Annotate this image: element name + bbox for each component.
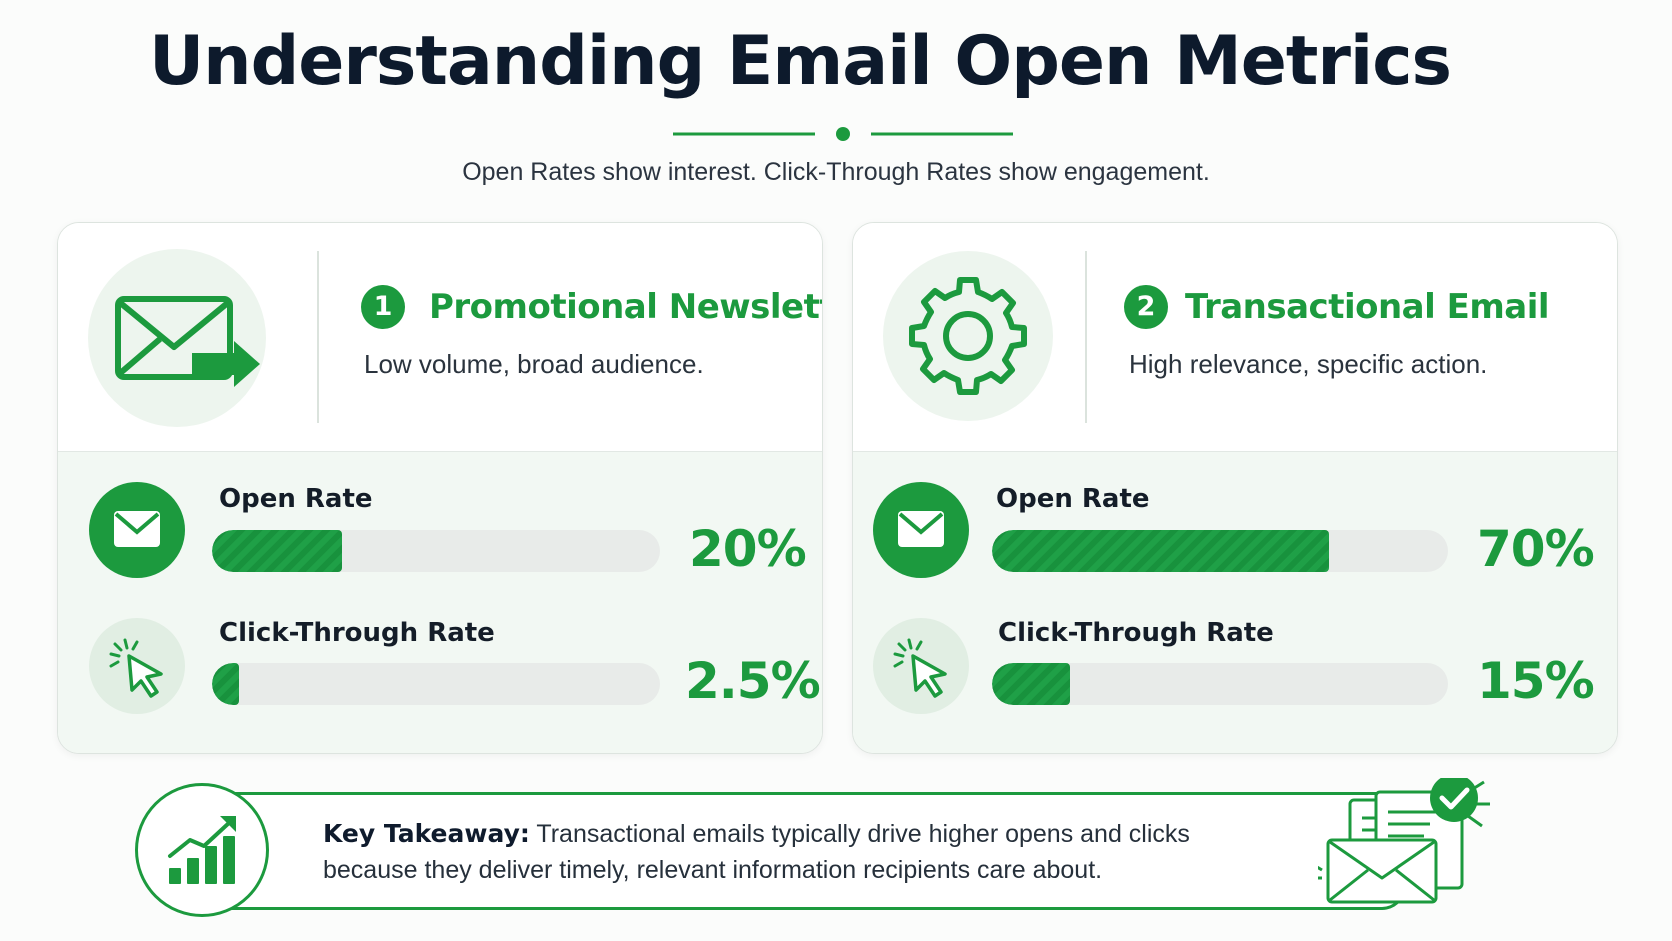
takeaway-label: Key Takeaway: (323, 819, 530, 848)
open-rate-bar-fill (212, 530, 342, 572)
hero-icon-circle (883, 251, 1053, 421)
envelope-checkmark-icon (1318, 778, 1490, 904)
card-metrics: Open Rate 20% Click-Through Rate 2.5% (58, 451, 822, 753)
metric-label: Click-Through Rate (219, 618, 495, 648)
takeaway-text: Key Takeaway: Transactional emails typic… (323, 816, 1203, 888)
card-title: Transactional Email (1185, 287, 1550, 327)
takeaway-body: Transactional emails typically drive hig… (323, 820, 1190, 884)
ctr-value: 2.5% (685, 652, 821, 710)
growth-chart-icon (168, 816, 236, 884)
envelope-icon (898, 511, 944, 547)
header-separator (317, 251, 319, 423)
envelope-icon (114, 511, 160, 547)
metric-label: Open Rate (996, 484, 1150, 514)
hero-icon-circle (88, 249, 266, 427)
page-title: Understanding Email Open Metrics (148, 22, 1452, 101)
page-subtitle: Open Rates show interest. Click-Through … (462, 158, 1210, 186)
card-header: 1 Promotional Newsletter Low volume, bro… (58, 223, 822, 451)
ctr-value: 15% (1477, 652, 1595, 710)
card-description: High relevance, specific action. (1129, 349, 1488, 379)
open-rate-icon-circle (89, 482, 185, 578)
card-title: Promotional Newsletter (429, 287, 822, 327)
card-description: Low volume, broad audience. (364, 349, 704, 379)
open-rate-value: 70% (1477, 520, 1595, 578)
open-rate-bar (992, 530, 1448, 572)
ctr-bar (992, 663, 1448, 705)
ctr-icon-circle (89, 618, 185, 714)
key-takeaway-box (230, 792, 1406, 910)
ctr-bar-fill (992, 663, 1070, 705)
card-header: 2 Transactional Email High relevance, sp… (853, 223, 1617, 451)
open-rate-value: 20% (689, 520, 807, 578)
ctr-bar-fill (212, 663, 239, 705)
ctr-icon-circle (873, 618, 969, 714)
card-number-badge: 1 (361, 285, 405, 329)
open-rate-icon-circle (873, 482, 969, 578)
title-divider (673, 127, 1013, 141)
card-number-badge: 2 (1124, 285, 1168, 329)
card-promotional-newsletter: 1 Promotional Newsletter Low volume, bro… (57, 222, 823, 754)
ctr-bar (212, 663, 660, 705)
card-transactional-email: 2 Transactional Email High relevance, sp… (852, 222, 1618, 754)
metric-label: Open Rate (219, 484, 373, 514)
cursor-click-icon (109, 638, 163, 698)
open-rate-bar-fill (992, 530, 1330, 572)
header-separator (1085, 251, 1087, 423)
cursor-click-icon (893, 638, 947, 698)
envelope-send-icon (115, 296, 260, 387)
open-rate-bar (212, 530, 660, 572)
card-metrics: Open Rate 70% Click-Through Rate 15% (853, 451, 1617, 753)
takeaway-icon-circle (135, 783, 269, 917)
gear-icon (909, 277, 1027, 395)
metric-label: Click-Through Rate (998, 618, 1274, 648)
